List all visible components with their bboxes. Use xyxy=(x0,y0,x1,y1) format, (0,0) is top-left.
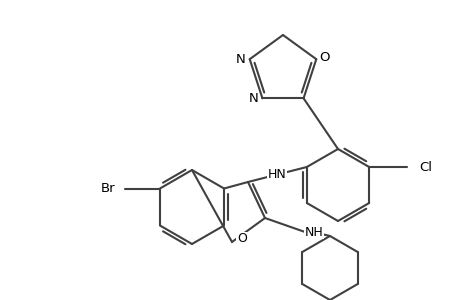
Text: Br: Br xyxy=(100,182,115,195)
Text: HN: HN xyxy=(268,168,286,181)
Text: O: O xyxy=(236,232,246,245)
Text: N: N xyxy=(235,53,245,66)
Text: N: N xyxy=(248,92,258,105)
Text: O: O xyxy=(319,51,329,64)
Text: NH: NH xyxy=(304,226,323,238)
Text: Cl: Cl xyxy=(418,160,431,173)
